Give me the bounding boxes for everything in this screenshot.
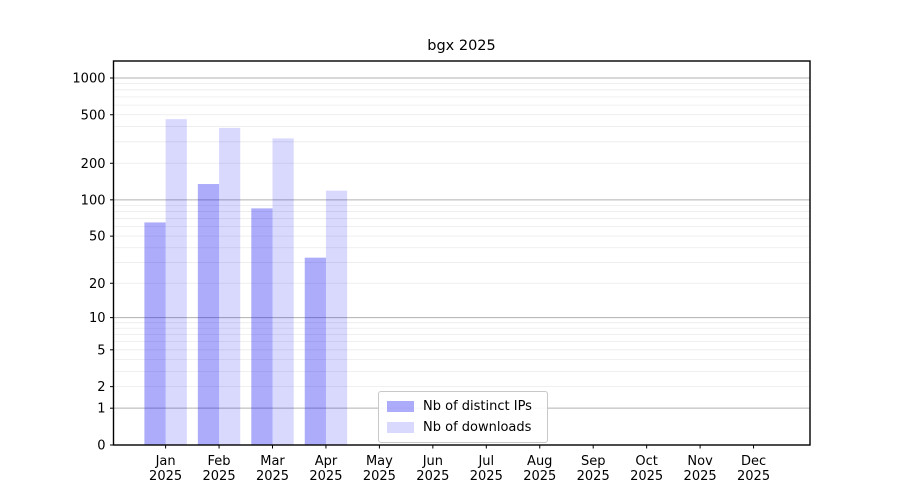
y-axis-tick-label: 2 <box>97 380 105 395</box>
y-axis-tick-label: 500 <box>81 108 106 123</box>
x-axis-year-label: 2025 <box>684 469 717 484</box>
legend-swatch-distinct-ips <box>387 401 414 412</box>
chart-title: bgx 2025 <box>427 38 496 54</box>
legend-label-distinct-ips: Nb of distinct IPs <box>423 399 532 414</box>
plot-border <box>112 60 811 446</box>
x-axis-year-label: 2025 <box>630 469 663 484</box>
legend-label-downloads: Nb of downloads <box>423 420 532 435</box>
legend-item-downloads: Nb of downloads <box>387 419 539 436</box>
x-axis-month-label: Jul <box>477 454 494 469</box>
x-axis-year-label: 2025 <box>523 469 556 484</box>
legend-swatch-downloads <box>387 422 414 433</box>
y-axis-tick-label: 1000 <box>72 71 105 86</box>
y-axis-tick-label: 5 <box>97 343 105 358</box>
y-axis-tick-label: 1 <box>97 402 105 417</box>
bar-ips-mar <box>251 208 273 445</box>
y-axis-tick-label: 20 <box>89 277 106 292</box>
x-axis-month-label: Aug <box>527 454 552 469</box>
x-axis-month-label: Dec <box>741 454 766 469</box>
x-axis-year-label: 2025 <box>203 469 236 484</box>
x-axis-month-label: Oct <box>635 454 657 469</box>
bar-ips-feb <box>197 184 220 446</box>
y-axis-tick-label: 200 <box>81 157 106 172</box>
x-axis-month-label: Mar <box>260 454 285 469</box>
x-axis-month-label: May <box>366 454 393 469</box>
x-axis-month-label: Jun <box>422 454 443 469</box>
x-axis-year-label: 2025 <box>737 469 770 484</box>
bar-downloads-mar <box>272 138 294 445</box>
x-axis-year-label: 2025 <box>149 469 182 484</box>
x-axis-year-label: 2025 <box>577 469 610 484</box>
x-axis-month-label: Apr <box>315 454 338 469</box>
y-axis-tick-label: 50 <box>89 230 106 245</box>
x-axis-year-label: 2025 <box>363 469 396 484</box>
y-axis-tick-label: 0 <box>97 439 105 454</box>
bar-downloads-apr <box>325 190 348 445</box>
x-axis-month-label: Jan <box>155 454 176 469</box>
x-axis-month-label: Nov <box>687 454 713 469</box>
x-axis-month-label: Sep <box>581 454 606 469</box>
bar-ips-apr <box>304 257 326 445</box>
y-axis-tick-label: 10 <box>89 311 106 326</box>
y-axis-tick-label: 100 <box>81 193 106 208</box>
legend: Nb of distinct IPs Nb of downloads <box>378 391 548 443</box>
legend-item-distinct-ips: Nb of distinct IPs <box>387 398 539 415</box>
x-axis-year-label: 2025 <box>309 469 342 484</box>
bar-downloads-jan <box>165 119 187 446</box>
x-axis-month-label: Feb <box>208 454 231 469</box>
x-axis-year-label: 2025 <box>470 469 503 484</box>
x-axis-year-label: 2025 <box>416 469 449 484</box>
bar-downloads-feb <box>219 127 241 446</box>
bar-ips-jan <box>144 222 166 445</box>
x-axis-year-label: 2025 <box>256 469 289 484</box>
